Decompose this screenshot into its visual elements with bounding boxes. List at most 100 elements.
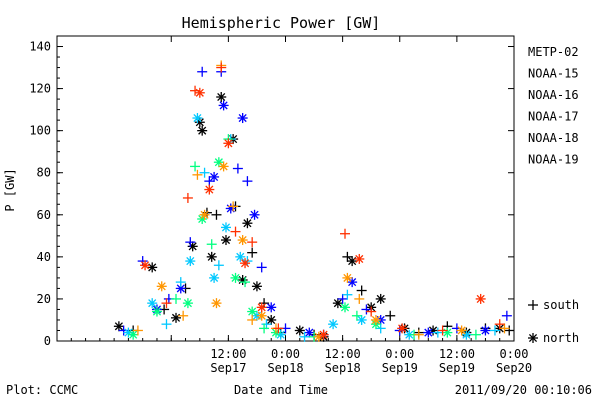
y-tick-label: 0	[44, 334, 51, 348]
legend-entry-noaa-15: NOAA-15	[528, 67, 579, 81]
data-point	[137, 256, 148, 267]
data-point	[385, 310, 396, 321]
data-point	[256, 262, 267, 273]
data-point	[247, 314, 258, 325]
data-point	[259, 323, 270, 334]
data-point	[182, 192, 193, 203]
data-point	[132, 325, 143, 336]
data-point	[192, 169, 203, 180]
data-point	[266, 302, 277, 313]
data-point	[489, 325, 500, 336]
data-point	[235, 251, 246, 262]
data-point	[342, 289, 353, 300]
legend: METP-02 NOAA-15 NOAA-16 NOAA-17 NOAA-18 NOAA-…	[528, 45, 579, 167]
data-point	[273, 323, 284, 334]
y-tick-label: 80	[37, 166, 51, 180]
data-point	[370, 314, 381, 325]
series-noaa-16	[123, 113, 500, 342]
y-tick-label: 140	[29, 40, 51, 54]
data-point	[171, 312, 182, 323]
axes: 02040608010012014012:00Sep170:00Sep1812:…	[29, 36, 532, 375]
x-axis-label: Date and Time	[234, 383, 328, 397]
data-point	[232, 163, 243, 174]
chart-title: Hemispheric Power [GW]	[182, 14, 381, 32]
data-point	[366, 306, 377, 317]
data-point	[199, 167, 210, 178]
data-point	[499, 323, 510, 334]
data-points	[113, 60, 515, 342]
data-point	[456, 325, 467, 336]
data-point	[299, 331, 310, 342]
data-point	[240, 258, 251, 269]
data-point	[480, 325, 491, 336]
data-point	[220, 235, 231, 246]
data-point	[237, 113, 248, 124]
data-point	[223, 138, 234, 149]
x-tick-date-label: Sep17	[210, 361, 246, 375]
x-tick-date-label: Sep19	[382, 361, 418, 375]
data-point	[437, 325, 448, 336]
data-point	[413, 329, 424, 340]
data-point	[261, 319, 272, 330]
data-point	[294, 325, 305, 336]
legend-label-north: north	[543, 331, 579, 345]
data-point	[211, 209, 222, 220]
data-point	[266, 314, 277, 325]
data-point	[182, 298, 193, 309]
y-tick-label: 60	[37, 208, 51, 222]
data-point	[259, 298, 270, 309]
legend-entry-noaa-16: NOAA-16	[528, 88, 579, 102]
x-tick-label: 0:00	[271, 347, 300, 361]
data-point	[147, 298, 158, 309]
data-point	[354, 253, 365, 264]
series-noaa-19	[140, 62, 505, 340]
data-point	[242, 176, 253, 187]
data-point	[470, 329, 481, 340]
y-tick-label: 40	[37, 250, 51, 264]
x-tick-label: 12:00	[325, 347, 361, 361]
data-point	[218, 161, 229, 172]
data-point	[240, 277, 251, 288]
data-point	[206, 239, 217, 250]
data-point	[342, 251, 353, 262]
data-point	[156, 281, 167, 292]
data-point	[432, 327, 443, 338]
series-metp-02	[113, 92, 515, 342]
data-point	[242, 218, 253, 229]
y-tick-label: 120	[29, 82, 51, 96]
data-point	[397, 323, 408, 334]
data-point	[475, 293, 486, 304]
data-point	[216, 62, 227, 73]
data-point	[342, 272, 353, 283]
series-noaa-17	[128, 134, 481, 342]
data-point	[251, 281, 262, 292]
data-point	[161, 319, 172, 330]
data-point	[230, 226, 241, 237]
data-point	[256, 302, 267, 313]
data-point	[178, 310, 189, 321]
data-point	[230, 272, 241, 283]
data-point	[375, 293, 386, 304]
data-point	[247, 247, 258, 258]
data-point	[247, 237, 258, 248]
footer-timestamp: 2011/09/20 00:10:06	[455, 383, 592, 397]
legend-entry-noaa-18: NOAA-18	[528, 131, 579, 145]
data-point	[354, 293, 365, 304]
data-point	[494, 319, 505, 330]
data-point	[237, 275, 248, 285]
data-point	[337, 293, 348, 304]
legend-entry-metp-02: METP-02	[528, 45, 579, 59]
data-point	[199, 209, 210, 220]
data-point	[147, 262, 158, 273]
x-tick-label: 0:00	[385, 347, 414, 361]
data-point	[356, 314, 367, 325]
legend-label-south: south	[543, 298, 579, 312]
data-point	[209, 171, 220, 182]
footer-plot-credit: Plot: CCMC	[6, 383, 78, 397]
data-point	[340, 302, 351, 313]
y-axis-label: P [GW]	[3, 168, 17, 211]
plot-frame	[56, 35, 515, 342]
data-point	[151, 306, 162, 317]
x-tick-label: 12:00	[210, 347, 246, 361]
